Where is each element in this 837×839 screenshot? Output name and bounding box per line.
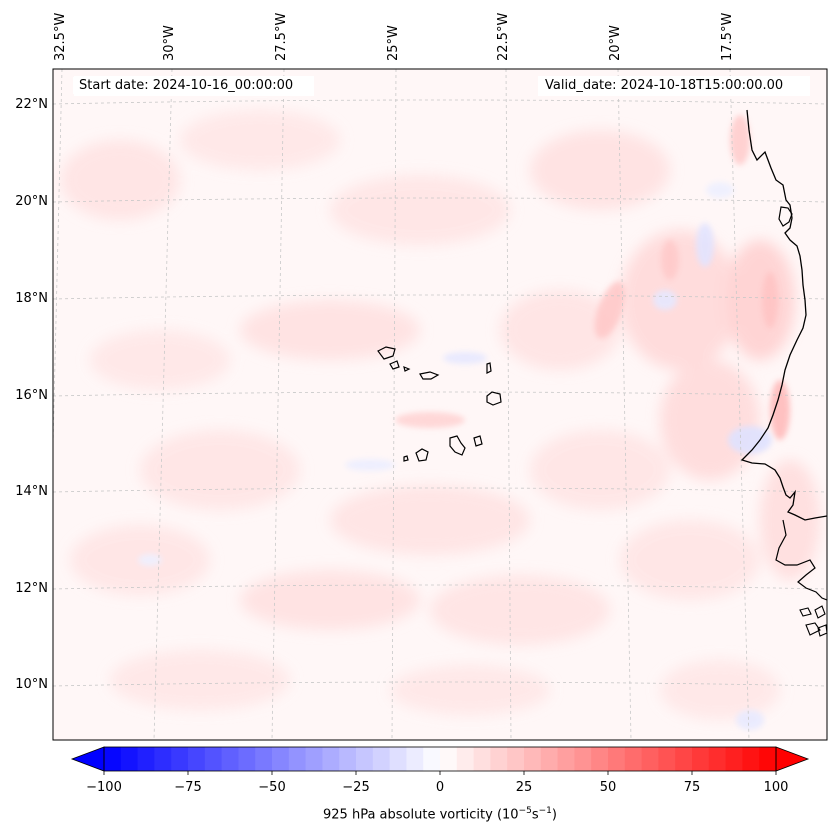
colorbar-extend-max (775, 746, 810, 772)
colorbar-segment (473, 747, 491, 771)
colorbar-tick-label: 50 (599, 780, 617, 795)
colorbar-segment (154, 747, 172, 771)
colorbar-segment (423, 747, 441, 771)
colorbar-segment (406, 747, 424, 771)
lon-label: 32.5°W (53, 12, 68, 61)
colorbar (70, 746, 810, 775)
colorbar-segment (675, 747, 693, 771)
lon-label: 20°W (608, 25, 623, 61)
colorbar-segment (356, 747, 374, 771)
colorbar-tick-label: −75 (174, 780, 202, 795)
colorbar-segment (540, 747, 559, 771)
graticule (53, 69, 827, 740)
colorbar-segment (238, 747, 256, 771)
colorbar-segment (708, 747, 727, 771)
colorbar-segment (305, 747, 323, 771)
colorbar-segment (272, 747, 290, 771)
colorbar-tick-label: 75 (683, 780, 701, 795)
senegal-river-mouth (778, 206, 793, 227)
colorbar-segment (641, 747, 659, 771)
colorbar-segment (372, 747, 391, 771)
colorbar-segment (188, 747, 206, 771)
lat-label: 12°N (15, 581, 48, 596)
colorbar-segment (742, 747, 760, 771)
lon-label: 22.5°W (496, 12, 511, 61)
colorbar-segment (456, 747, 475, 771)
colorbar-extend-min (70, 746, 105, 772)
colorbar-tick-label: 25 (515, 780, 533, 795)
colorbar-segment (692, 747, 710, 771)
lat-label: 18°N (15, 291, 48, 306)
colorbar-segment (591, 747, 609, 771)
lon-label: 27.5°W (274, 12, 289, 61)
guinea-coast (775, 519, 827, 601)
lon-label: 25°W (386, 25, 401, 61)
colorbar-label: 925 hPa absolute vorticity (10−5s−1) (323, 806, 557, 823)
colorbar-segment (524, 747, 542, 771)
colorbar-segment (255, 747, 273, 771)
vorticity-field (53, 69, 827, 740)
colorbar-tick-label: 0 (435, 780, 445, 795)
colorbar-segment (440, 747, 458, 771)
colorbar-segment (204, 747, 223, 771)
colorbar-segment (507, 747, 525, 771)
colorbar-segment (171, 747, 189, 771)
colorbar-segment (389, 747, 407, 771)
colorbar-segment (557, 747, 575, 771)
colorbar-segment (120, 747, 139, 771)
colorbar-segment (221, 747, 239, 771)
africa-coastline (740, 109, 827, 521)
colorbar-segment (624, 747, 643, 771)
colorbar-segment (658, 747, 676, 771)
cabo-verde-islands (377, 346, 502, 462)
lon-label: 17.5°W (720, 12, 735, 61)
colorbar-segment (574, 747, 592, 771)
colorbar-segment (322, 747, 340, 771)
colorbar-segment (104, 747, 122, 771)
lat-label: 22°N (15, 97, 48, 112)
lat-label: 16°N (15, 388, 48, 403)
colorbar-tick-label: −100 (86, 780, 122, 795)
colorbar-tick-label: −50 (258, 780, 286, 795)
start-date-label: Start date: 2024-10-16_00:00:00 (73, 77, 300, 94)
valid-date-label: Valid_date: 2024-10-18T15:00:00.00 (539, 77, 790, 94)
colorbar-segment (759, 747, 777, 771)
colorbar-segment (288, 747, 307, 771)
colorbar-segment (725, 747, 743, 771)
lat-label: 14°N (15, 484, 48, 499)
colorbar-segment (137, 747, 155, 771)
lat-label: 10°N (15, 677, 48, 692)
bijagos-islands (799, 605, 827, 637)
lat-label: 20°N (15, 194, 48, 209)
lon-label: 30°W (162, 25, 177, 61)
colorbar-segment (608, 747, 626, 771)
colorbar-tick-label: 100 (763, 780, 789, 795)
colorbar-tick-label: −25 (342, 780, 370, 795)
colorbar-segment (339, 747, 357, 771)
colorbar-segment (490, 747, 508, 771)
